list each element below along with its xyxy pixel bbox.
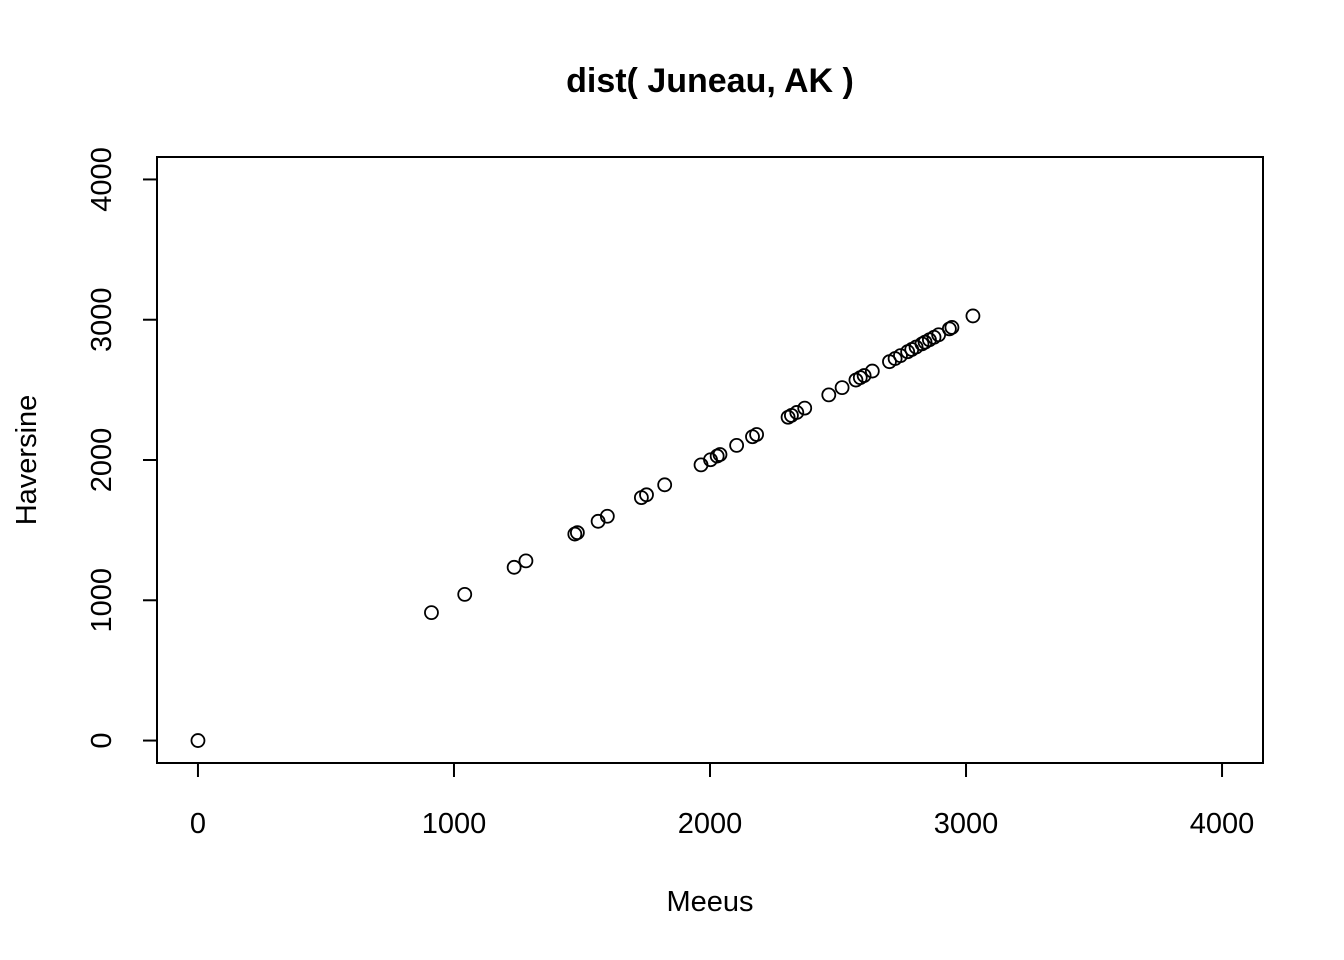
x-axis: 0 1000 2000 3000 4000 [190, 762, 1255, 840]
data-point [712, 447, 728, 462]
y-tick-label: 2000 [86, 428, 118, 493]
data-point [893, 348, 908, 364]
y-tick-label: 0 [86, 732, 118, 748]
x-tick-label: 4000 [1190, 808, 1255, 840]
data-point [821, 387, 837, 403]
data-point [864, 363, 880, 379]
data-point [190, 733, 206, 748]
data-point [424, 605, 439, 621]
data-point [797, 400, 813, 416]
plot-frame [156, 156, 1264, 764]
data-points [190, 308, 981, 748]
data-point [834, 380, 850, 396]
x-tick-label: 2000 [678, 808, 743, 840]
chart-title: dist( Juneau, AK ) [566, 62, 854, 100]
data-point [639, 487, 654, 503]
x-tick-label: 0 [190, 808, 206, 840]
data-point [518, 553, 534, 569]
data-point [749, 427, 764, 442]
y-axis-label: Haversine [11, 395, 43, 526]
x-tick-label: 3000 [934, 808, 999, 840]
data-point [657, 477, 673, 493]
data-point [856, 368, 872, 383]
data-point [599, 508, 615, 524]
x-axis-label: Meeus [666, 886, 753, 918]
data-point [729, 438, 745, 453]
x-tick-label: 1000 [422, 808, 487, 840]
data-point [944, 320, 960, 335]
data-point [965, 308, 981, 324]
y-tick-label: 4000 [86, 147, 118, 212]
data-point [569, 525, 585, 541]
y-tick-label: 3000 [86, 287, 118, 352]
data-point [506, 559, 522, 575]
data-point [789, 405, 805, 420]
y-tick-label: 1000 [86, 568, 118, 633]
y-axis: 0 1000 2000 3000 4000 [86, 147, 158, 749]
data-point [457, 586, 473, 602]
